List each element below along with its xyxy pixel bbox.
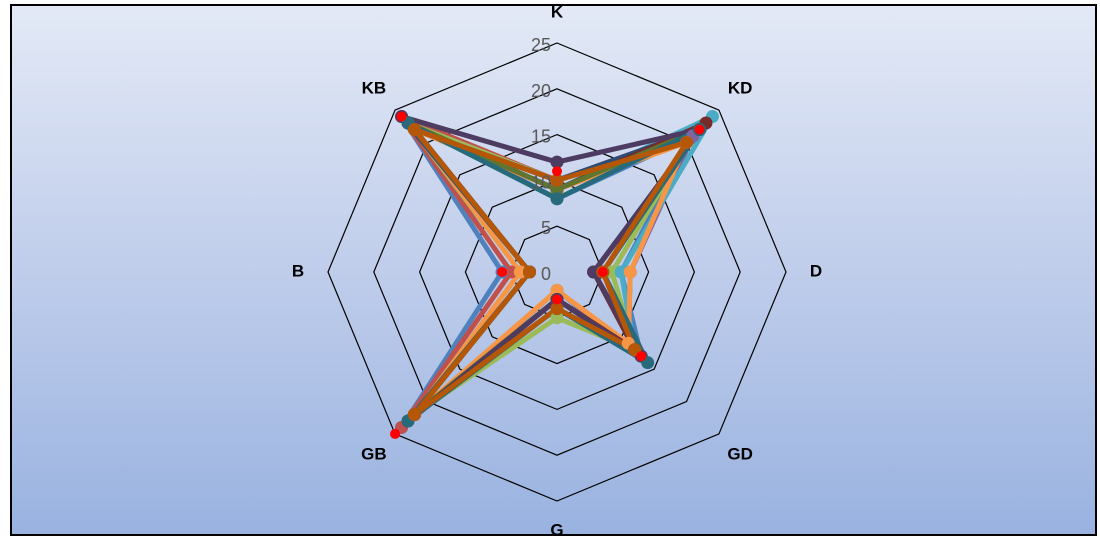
data-point-6-g xyxy=(550,283,564,297)
data-point-6-d xyxy=(623,265,637,279)
data-point-13-kb xyxy=(396,111,407,122)
data-point-12-k xyxy=(550,173,564,187)
data-point-12-b xyxy=(523,265,537,279)
data-point-12-g xyxy=(550,302,564,316)
tick-label-0: 0 xyxy=(541,264,551,284)
tick-label-3: 15 xyxy=(531,127,551,147)
data-point-2-b xyxy=(504,265,518,279)
axis-label-g: G xyxy=(550,520,563,534)
data-point-12-gb xyxy=(408,407,422,421)
data-point-13-gd xyxy=(636,351,647,362)
data-point-9-k xyxy=(550,183,564,197)
axis-label-kb: KB xyxy=(362,78,387,97)
tick-label-4: 20 xyxy=(531,81,551,101)
data-point-5-d xyxy=(614,265,628,279)
data-point-10-d xyxy=(587,265,601,279)
data-point-13-kd xyxy=(694,124,705,135)
radar-chart: 0 5 10 15 20 25 K KD D GD G GB B KB xyxy=(292,6,822,534)
tick-label-2: 10 xyxy=(531,172,551,192)
tick-label-1: 5 xyxy=(541,218,551,238)
grid-ring-5 xyxy=(327,42,787,502)
data-point-11-k xyxy=(550,192,564,206)
data-point-13-b xyxy=(497,267,508,277)
data-point-13-d xyxy=(597,267,608,277)
data-point-13-gb xyxy=(390,428,401,439)
tick-label-5: 25 xyxy=(531,35,551,55)
radar-axis-labels: K KD D GD G GB B KB xyxy=(292,6,822,534)
axis-label-gd: GD xyxy=(727,445,753,464)
data-point-13-g xyxy=(552,294,562,305)
axis-label-kd: KD xyxy=(728,78,753,97)
axis-label-d: D xyxy=(810,261,822,280)
data-point-6-b xyxy=(513,265,527,279)
data-point-10-k xyxy=(550,155,564,169)
data-point-3-d xyxy=(605,265,619,279)
data-point-13-k xyxy=(552,166,562,177)
axis-label-k: K xyxy=(551,6,564,21)
radar-tick-labels: 0 5 10 15 20 25 xyxy=(531,35,551,284)
radar-markers xyxy=(390,110,719,439)
axis-label-b: B xyxy=(292,261,304,280)
data-point-3-g xyxy=(550,311,564,325)
axis-label-gb: GB xyxy=(361,445,387,464)
grid-ring-4 xyxy=(373,88,741,456)
data-point-12-kd xyxy=(680,135,694,149)
data-point-12-kb xyxy=(408,123,422,137)
chart-frame: 0 5 10 15 20 25 K KD D GD G GB B KB xyxy=(10,4,1097,536)
grid-ring-3 xyxy=(418,133,696,411)
